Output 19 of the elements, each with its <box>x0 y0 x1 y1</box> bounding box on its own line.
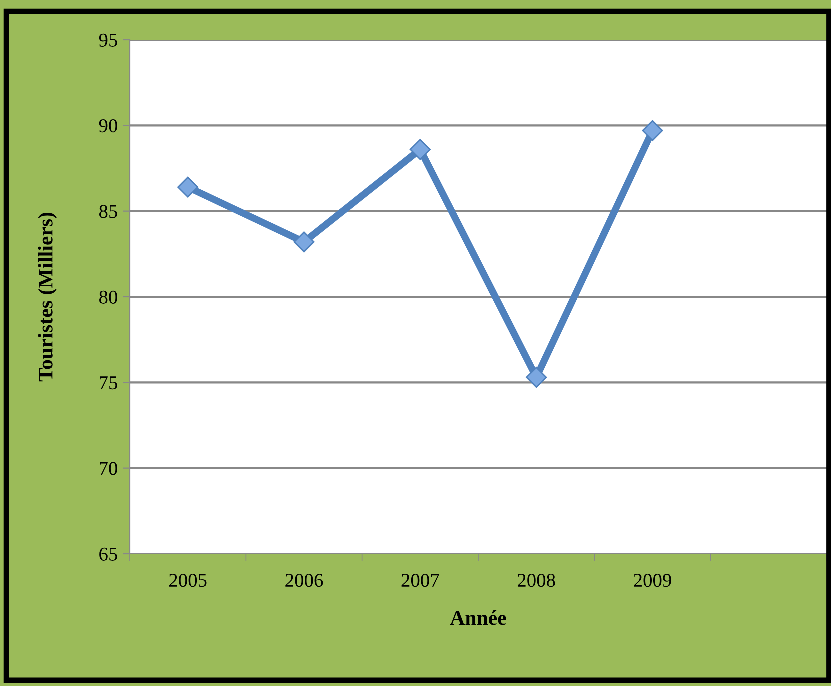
point <box>178 176 199 198</box>
x-axis-title: Année <box>450 610 506 626</box>
x-tick-label: 2009 <box>634 574 672 588</box>
point <box>642 120 664 142</box>
x-tick-label: 2007 <box>402 574 440 588</box>
point <box>294 232 315 253</box>
y-tick-label: 80 <box>99 290 118 304</box>
y-tick-label: 90 <box>99 119 118 133</box>
y-tick-label: 75 <box>100 376 118 390</box>
y-tick-label: 85 <box>99 205 118 218</box>
y-tick-label: 65 <box>100 548 118 561</box>
y-tick-label: 70 <box>100 462 118 476</box>
y-tick-label: 95 <box>99 34 118 47</box>
x-tick-label: 2008 <box>518 574 556 588</box>
x-tick-label: 2006 <box>286 574 324 588</box>
y-axis-title: Touristes (Milliers) <box>38 212 58 382</box>
x-tick-label: 2005 <box>169 574 207 588</box>
point <box>526 367 548 388</box>
point <box>410 139 431 160</box>
